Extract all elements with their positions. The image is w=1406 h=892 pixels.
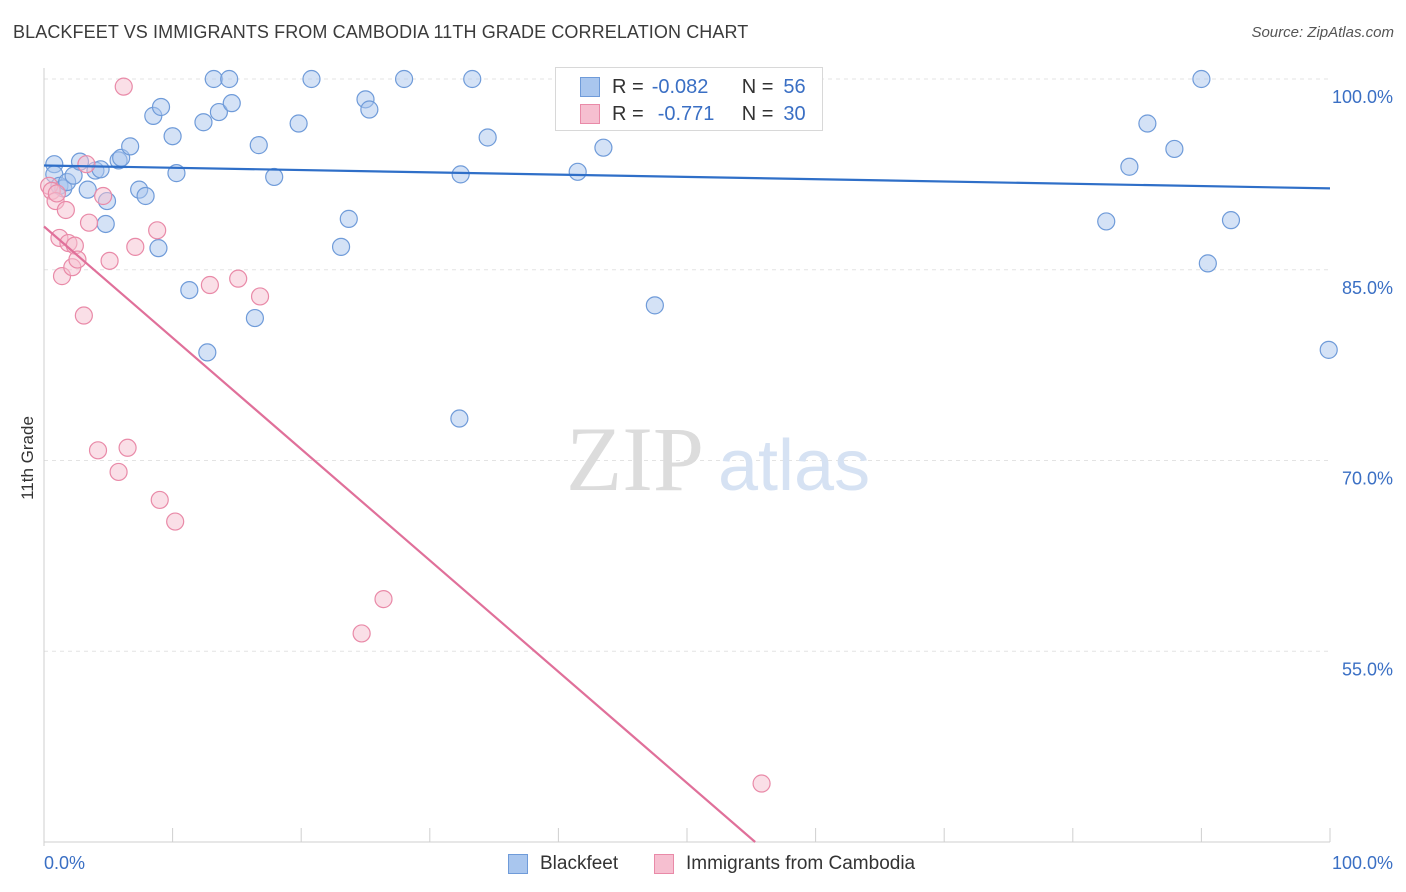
bottom-legend-label: Immigrants from Cambodia [686, 853, 916, 874]
blackfeet-point [1097, 212, 1116, 231]
blackfeet-point [1165, 139, 1184, 159]
watermark: ZIP atlas [566, 408, 870, 510]
correlation-legend: R = -0.082 N = 56 R = -0.771 N = 30 [555, 67, 823, 131]
cambodia-point [94, 186, 113, 206]
bottom-swatch-blue [508, 854, 528, 874]
blackfeet-point [121, 137, 140, 156]
axes [43, 68, 1331, 846]
blackfeet-point [302, 69, 321, 89]
cambodia-point [74, 306, 93, 325]
blackfeet-point [194, 113, 213, 132]
tick-labels: 100.0% 85.0% 70.0% 55.0% 0.0% 100.0% [44, 87, 1393, 873]
legend-n-value: 30 [783, 102, 806, 125]
blackfeet-point [1192, 69, 1211, 89]
blackfeet-point [151, 97, 171, 117]
y-axis-label: 11th Grade [18, 416, 37, 500]
cambodia-point [79, 213, 99, 232]
cambodia-point [752, 774, 771, 793]
cambodia-point [47, 184, 66, 203]
cambodia-point [109, 462, 128, 482]
cambodia-point [148, 221, 167, 240]
legend-swatch-pink [580, 104, 600, 124]
bottom-swatch-pink [654, 854, 674, 874]
blackfeet-point [204, 69, 223, 89]
blackfeet-point [331, 237, 351, 256]
legend-r-label: R = [612, 102, 644, 125]
legend-row-blackfeet: R = -0.082 N = 56 [556, 74, 806, 100]
blackfeet-point [163, 127, 182, 146]
cambodia-points [40, 77, 771, 793]
blackfeet-point [149, 239, 168, 258]
blackfeet-point [594, 138, 613, 157]
x-tick-label: 0.0% [44, 853, 85, 873]
cambodia-point [118, 438, 137, 457]
y-tick-label: 100.0% [1332, 87, 1393, 107]
bottom-legend-cambodia: Immigrants from Cambodia [654, 852, 915, 876]
cambodia-trend-line [43, 225, 756, 843]
blackfeet-points [45, 69, 1338, 428]
blackfeet-point [394, 69, 414, 89]
bottom-legend-blackfeet: Blackfeet [508, 852, 618, 876]
cambodia-point [229, 269, 248, 288]
blackfeet-point [463, 69, 482, 89]
x-tick-label: 100.0% [1332, 853, 1393, 873]
blackfeet-point [478, 128, 497, 147]
legend-n-label: N = [741, 75, 774, 98]
legend-r-label: R = [612, 75, 644, 98]
watermark-atlas: atlas [718, 426, 870, 506]
blackfeet-point [220, 69, 239, 89]
y-tick-label: 70.0% [1342, 469, 1393, 489]
cambodia-point [374, 590, 393, 609]
bottom-legend-label: Blackfeet [540, 853, 619, 874]
cambodia-point [114, 77, 133, 96]
blackfeet-point [136, 186, 155, 206]
blackfeet-point [1120, 157, 1139, 176]
y-tick-label: 85.0% [1342, 278, 1393, 298]
blackfeet-point [96, 214, 115, 234]
blackfeet-point [198, 343, 217, 362]
blackfeet-point [451, 165, 470, 184]
cambodia-point [250, 287, 270, 306]
cambodia-point [77, 155, 96, 174]
legend-n-value: 56 [783, 75, 806, 98]
cambodia-point [88, 441, 108, 460]
y-tick-label: 55.0% [1342, 659, 1393, 679]
cambodia-point [56, 200, 75, 220]
blackfeet-point [568, 162, 587, 181]
blackfeet-point [222, 94, 241, 113]
cambodia-point [150, 490, 169, 510]
blackfeet-point [289, 114, 308, 133]
legend-row-cambodia: R = -0.771 N = 30 [556, 101, 806, 127]
legend-n-label: N = [741, 102, 774, 125]
legend-swatch-blue [580, 77, 600, 97]
trend-lines [43, 164, 1331, 843]
blackfeet-point [78, 180, 97, 199]
cambodia-point [166, 512, 185, 531]
cambodia-point [100, 251, 119, 270]
blackfeet-point [1221, 211, 1241, 230]
cambodia-point [352, 624, 371, 643]
watermark-zip: ZIP [566, 408, 704, 510]
blackfeet-point [645, 296, 664, 315]
source-credit: Source: ZipAtlas.com [1251, 24, 1394, 41]
blackfeet-point [450, 409, 469, 428]
blackfeet-point [1319, 340, 1338, 359]
cambodia-point [200, 275, 219, 295]
blackfeet-point [1138, 114, 1157, 133]
legend-r-value: -0.771 [657, 102, 715, 125]
blackfeet-point [339, 209, 358, 228]
blackfeet-point [245, 308, 265, 328]
blackfeet-point [209, 102, 228, 122]
cambodia-point [126, 237, 145, 256]
cambodia-point [68, 250, 87, 269]
legend-r-value: -0.082 [651, 75, 709, 98]
blackfeet-point [1198, 254, 1217, 273]
blackfeet-point [249, 136, 268, 155]
blackfeet-point [360, 100, 379, 119]
blackfeet-point [265, 167, 284, 187]
blackfeet-point [180, 280, 199, 300]
blackfeet-trend-line [43, 164, 1331, 190]
chart-title: BLACKFEET VS IMMIGRANTS FROM CAMBODIA 11… [13, 22, 749, 42]
